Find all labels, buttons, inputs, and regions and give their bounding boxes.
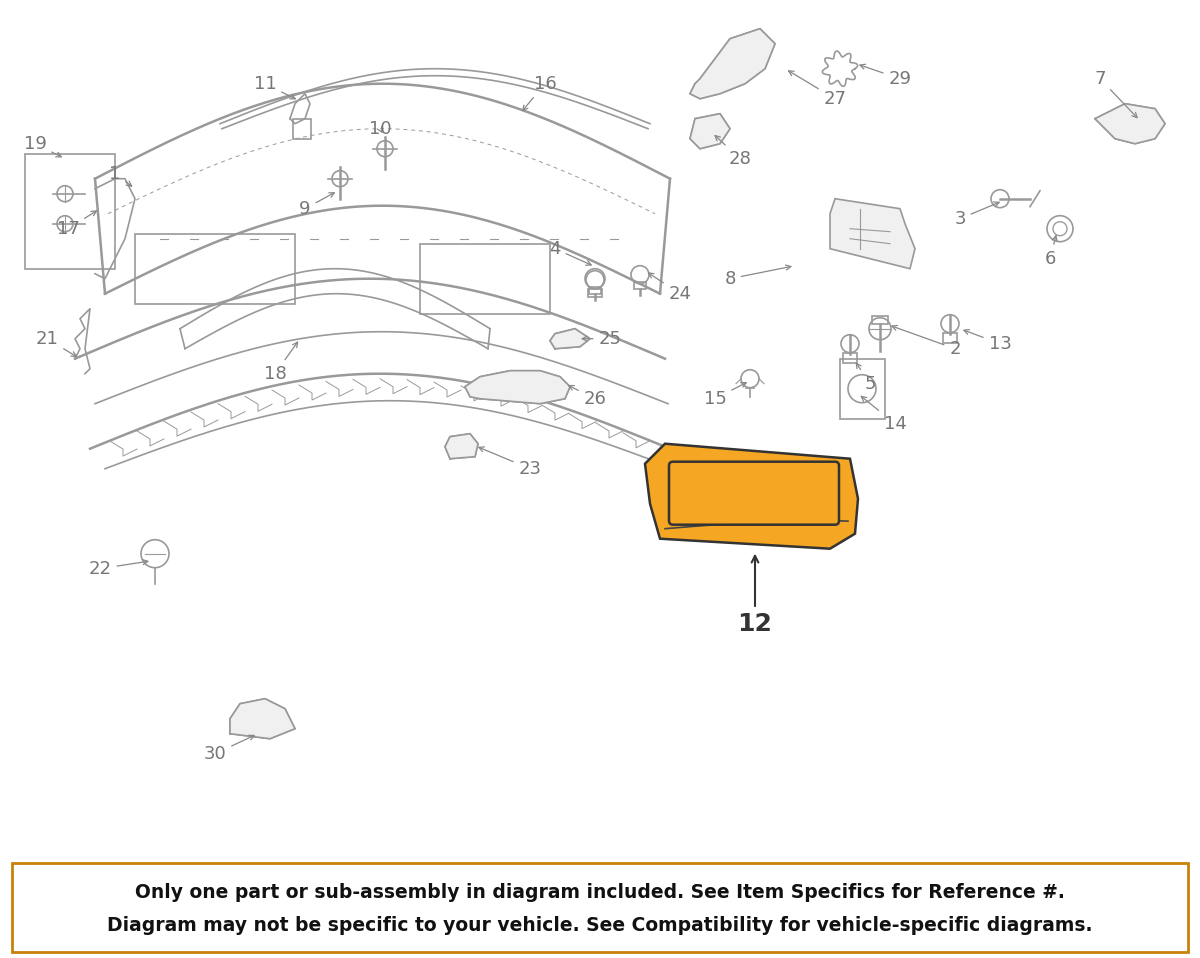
Text: 15: 15 (703, 382, 746, 408)
Text: 5: 5 (857, 363, 876, 393)
Polygon shape (445, 434, 478, 459)
Text: 3: 3 (954, 202, 1000, 228)
Text: 23: 23 (479, 447, 541, 478)
Text: 28: 28 (715, 135, 751, 168)
Text: 6: 6 (1044, 236, 1057, 267)
Polygon shape (230, 698, 295, 739)
Text: 10: 10 (368, 120, 391, 138)
Polygon shape (550, 329, 590, 349)
Bar (134, 234, 295, 304)
Polygon shape (466, 371, 570, 403)
FancyBboxPatch shape (670, 462, 839, 525)
Text: 27: 27 (788, 71, 846, 107)
Text: 20: 20 (673, 469, 726, 513)
Polygon shape (1096, 103, 1165, 144)
Bar (840, 358, 886, 419)
Text: 9: 9 (299, 193, 335, 217)
Bar (634, 282, 646, 288)
Text: 7: 7 (1094, 70, 1138, 118)
Polygon shape (830, 198, 916, 268)
Text: 22: 22 (89, 559, 148, 578)
Text: 14: 14 (862, 397, 906, 433)
Text: 2: 2 (892, 326, 961, 357)
Bar (293, 119, 311, 139)
Bar (420, 243, 550, 313)
Text: 18: 18 (264, 342, 298, 382)
Text: 21: 21 (36, 330, 77, 356)
Text: 4: 4 (550, 240, 592, 265)
Text: 1: 1 (109, 165, 132, 186)
Bar (842, 353, 857, 363)
Text: 16: 16 (523, 75, 557, 110)
Text: 24: 24 (648, 273, 691, 303)
Text: 26: 26 (569, 385, 606, 408)
Text: 17: 17 (56, 211, 96, 238)
Text: 30: 30 (204, 736, 254, 763)
Text: 13: 13 (964, 330, 1012, 353)
Text: 19: 19 (24, 135, 61, 157)
Bar (25, 153, 115, 268)
Text: 25: 25 (582, 330, 622, 348)
Bar (588, 288, 602, 297)
Text: Only one part or sub-assembly in diagram included. See Item Specifics for Refere: Only one part or sub-assembly in diagram… (136, 883, 1064, 902)
Text: Diagram may not be specific to your vehicle. See Compatibility for vehicle-speci: Diagram may not be specific to your vehi… (107, 916, 1093, 935)
Text: 8: 8 (725, 265, 791, 287)
Polygon shape (690, 114, 730, 148)
Text: 29: 29 (860, 64, 912, 88)
Polygon shape (690, 29, 775, 99)
Bar (943, 332, 958, 343)
Polygon shape (646, 444, 858, 549)
Text: 12: 12 (738, 556, 773, 636)
Bar (589, 286, 601, 294)
Text: 11: 11 (253, 75, 295, 99)
Bar (872, 316, 888, 324)
